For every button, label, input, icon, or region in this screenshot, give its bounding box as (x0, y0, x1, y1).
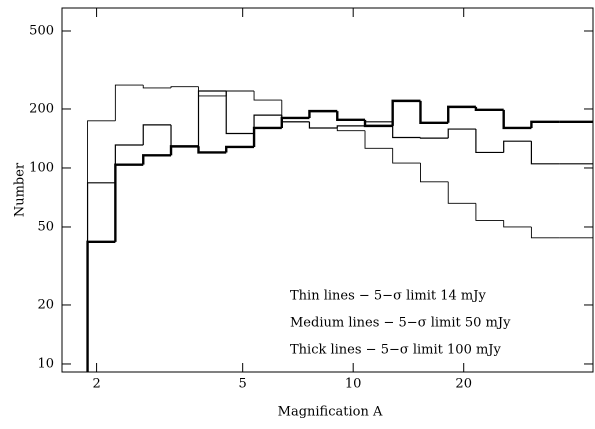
histogram-step (253, 91, 282, 101)
histogram-step (308, 109, 338, 118)
histogram-step (225, 145, 255, 153)
histogram-step (87, 120, 116, 372)
y-axis-label: Number (13, 162, 28, 217)
histogram-step (503, 140, 532, 153)
histogram-step (86, 182, 116, 372)
histogram-step (420, 163, 449, 183)
histogram-step (170, 86, 199, 88)
x-tick-label: 10 (345, 377, 362, 392)
histogram-step (253, 114, 282, 134)
histogram-step (475, 203, 504, 221)
histogram-step (447, 128, 476, 139)
histogram-step (280, 116, 310, 128)
histogram-step (474, 106, 504, 112)
histogram-step (530, 141, 560, 165)
histogram-step (503, 220, 532, 228)
histogram-step (86, 240, 116, 372)
histogram-step (169, 145, 199, 156)
y-tick-label: 500 (29, 23, 54, 38)
histogram-step (142, 85, 172, 89)
histogram-step (447, 181, 476, 204)
x-axis-label: Magnification A (278, 405, 383, 420)
histogram-step (225, 90, 255, 96)
histogram-step (336, 125, 366, 128)
histogram-step (197, 146, 227, 154)
annotation: Thick lines − 5−σ limit 100 mJy (290, 343, 502, 358)
histogram-step (502, 109, 532, 130)
histogram-step (170, 124, 199, 148)
annotation: Medium lines − 5−σ limit 50 mJy (290, 316, 511, 331)
histogram-step (336, 127, 366, 132)
annotation: Thin lines − 5−σ limit 14 mJy (290, 289, 486, 304)
y-tick-label: 100 (29, 160, 54, 175)
histogram-step (142, 124, 172, 145)
y-tick-label: 10 (37, 356, 54, 371)
histogram-step (419, 137, 449, 139)
histogram-step (308, 121, 338, 129)
histogram-step (364, 130, 393, 149)
histogram-step (530, 120, 560, 128)
x-tick-label: 20 (455, 377, 472, 392)
histogram-step (419, 100, 449, 125)
x-tick-label: 2 (92, 377, 100, 392)
y-tick-label: 20 (37, 297, 54, 312)
histogram-step (392, 148, 421, 164)
y-tick-label: 200 (29, 101, 54, 116)
histogram-step (447, 105, 476, 123)
histogram-step (363, 119, 393, 128)
histogram-step (308, 121, 338, 129)
plot-frame (61, 7, 594, 373)
histogram-step (336, 111, 366, 122)
histogram-step (225, 91, 255, 135)
histogram-step (391, 99, 421, 126)
histogram-step (392, 121, 421, 139)
histogram-step (114, 84, 144, 121)
histogram-step (530, 226, 560, 239)
histogram-step (475, 129, 504, 154)
x-tick-label: 5 (239, 377, 247, 392)
histogram-step (197, 90, 227, 147)
y-tick-label: 50 (37, 219, 54, 234)
histogram-step (252, 126, 282, 147)
histogram-step (142, 154, 172, 165)
histogram-step (114, 163, 144, 242)
